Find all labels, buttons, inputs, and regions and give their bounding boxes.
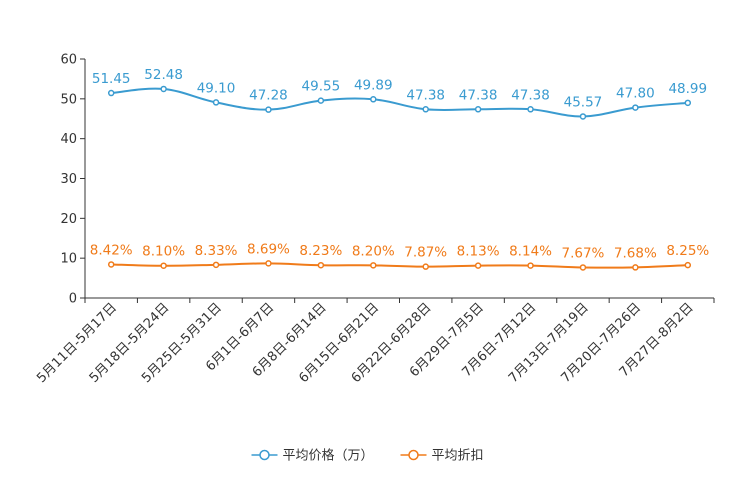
data-label: 52.48 xyxy=(144,67,183,83)
data-label: 7.68% xyxy=(614,245,657,261)
legend-label: 平均价格（万） xyxy=(283,448,374,464)
axes: 01020304050605月11日-5月17日5月18日-5月24日5月25日… xyxy=(34,53,715,386)
data-point xyxy=(160,262,167,269)
data-point xyxy=(107,261,115,268)
legend-label: 平均折扣 xyxy=(432,449,484,464)
series-layer: 51.45 52.48 49.10 47.28 49.55 49.89 47.38 47.38… xyxy=(90,67,709,271)
data-label: 8.69% xyxy=(247,241,290,257)
y-tick-label: 20 xyxy=(60,212,77,227)
legend-item-2[interactable]: 平均折扣 xyxy=(400,449,484,464)
data-point xyxy=(527,106,534,113)
data-label: 49.55 xyxy=(302,79,341,95)
data-point xyxy=(527,262,534,269)
data-label: 8.25% xyxy=(666,243,709,259)
data-label: 47.80 xyxy=(616,86,655,102)
data-label: 47.38 xyxy=(406,87,445,103)
data-point xyxy=(579,264,587,271)
data-label: 8.13% xyxy=(457,244,500,260)
data-point xyxy=(684,261,692,269)
data-label: 8.42% xyxy=(90,242,133,258)
data-label: 8.20% xyxy=(352,243,395,259)
data-point xyxy=(370,96,377,103)
data-point xyxy=(212,99,220,106)
series-line xyxy=(111,262,688,269)
data-label: 51.45 xyxy=(92,71,131,87)
data-label: 7.87% xyxy=(404,245,447,261)
data-point xyxy=(107,89,115,97)
data-point xyxy=(474,262,482,269)
data-label: 49.89 xyxy=(354,77,393,93)
data-point xyxy=(422,106,429,113)
data-point xyxy=(632,264,639,271)
data-label: 48.99 xyxy=(668,81,707,97)
y-tick-label: 60 xyxy=(60,53,77,68)
data-label: 49.10 xyxy=(197,80,236,96)
data-point xyxy=(317,97,325,104)
data-label: 45.57 xyxy=(564,94,603,110)
data-point xyxy=(370,262,377,269)
legend-item-1[interactable]: 平均价格（万） xyxy=(251,448,374,464)
y-tick-label: 50 xyxy=(60,92,77,107)
data-point xyxy=(474,106,482,113)
y-tick-label: 0 xyxy=(69,292,77,307)
data-point xyxy=(265,260,272,267)
data-point xyxy=(160,85,167,93)
data-label: 8.33% xyxy=(195,243,238,259)
data-point xyxy=(317,261,325,269)
data-label: 7.67% xyxy=(562,245,605,261)
legend-marker-icon xyxy=(408,449,419,461)
data-point xyxy=(265,106,272,113)
y-tick-label: 30 xyxy=(60,172,77,187)
data-point xyxy=(212,261,220,269)
data-point xyxy=(579,113,587,120)
data-label: 8.14% xyxy=(509,244,552,260)
series-1: 51.45 52.48 49.10 47.28 49.55 49.89 47.38 47.38… xyxy=(92,67,707,120)
legend-marker-icon xyxy=(259,449,270,461)
data-label: 47.38 xyxy=(511,87,550,103)
data-point xyxy=(684,99,692,107)
data-label: 47.38 xyxy=(459,87,498,103)
data-label: 8.10% xyxy=(142,244,185,260)
y-tick-label: 40 xyxy=(60,132,77,147)
series-2: 8.42% 8.10% 8.33% 8.69% 8.23% 8.20% 7.87% 8.13%… xyxy=(90,241,709,271)
legend[interactable]: 平均价格（万） 平均折扣 xyxy=(251,448,484,464)
data-label: 8.23% xyxy=(299,243,342,259)
data-label: 47.28 xyxy=(249,88,288,104)
y-tick-label: 10 xyxy=(60,252,77,267)
series-line xyxy=(111,87,688,118)
data-point xyxy=(422,263,429,270)
data-point xyxy=(632,104,639,111)
